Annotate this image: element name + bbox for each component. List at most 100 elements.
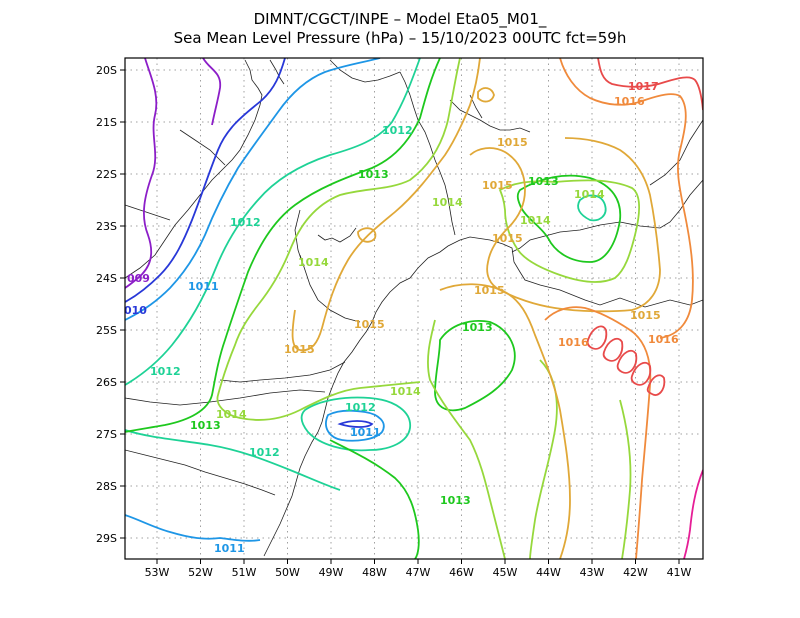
isobar-1013-center [434, 320, 516, 412]
lon-tick-label: 43W [580, 566, 605, 579]
lon-tick-label: 52W [188, 566, 213, 579]
lat-tick-label: 24S [96, 272, 117, 285]
coastline-and-borders [125, 59, 703, 557]
contour-label: 1016 [558, 336, 589, 349]
isobars [125, 58, 703, 559]
contour-label: 1014 [432, 196, 463, 209]
isobar-1012-low [300, 396, 411, 452]
lon-tick-label: 44W [536, 566, 561, 579]
isobar-1017 [597, 58, 703, 111]
isobar-1010 [125, 58, 286, 303]
isobar-1015-east [469, 137, 661, 313]
lat-tick-label: 26S [96, 376, 117, 389]
isobar-1011-core [337, 420, 374, 428]
isobar-1014-south [427, 319, 506, 559]
lat-tick-label: 21S [96, 116, 117, 129]
plot-frame [124, 57, 704, 560]
isobar-1018 [683, 469, 703, 559]
lat-tick-label: 29S [96, 532, 117, 545]
isobar-1015-island [357, 227, 377, 243]
isobar-1015-north-loop [477, 87, 495, 103]
isobar-1012-south [125, 429, 341, 491]
contour-labels: 1017 1016 1016 1016 1015 1015 1015 1015 … [124, 80, 679, 555]
isobar-1009-north [202, 58, 222, 126]
graticule [125, 58, 703, 559]
contour-label: 1015 [354, 318, 385, 331]
contour-label: 009 [127, 272, 150, 285]
latitude-axis: 20S 21S 22S 23S 24S 25S 26S 27S 28S 29S [96, 64, 125, 545]
lon-tick-label: 53W [145, 566, 170, 579]
lat-tick-label: 25S [96, 324, 117, 337]
contour-label: 1012 [230, 216, 261, 229]
isobar-1017-cell-1 [586, 325, 608, 350]
isobar-1013-south [329, 439, 420, 559]
isobar-1014-east [498, 179, 641, 283]
contour-label: 1016 [614, 95, 645, 108]
contour-label: 1015 [482, 179, 513, 192]
contour-label: 1012 [345, 401, 376, 414]
lon-tick-label: 50W [275, 566, 300, 579]
contour-label: 1011 [350, 426, 381, 439]
isobar-1014-far-east [619, 399, 632, 559]
isobar-1011-west [125, 58, 381, 321]
isobar-1013-east [516, 174, 622, 263]
contour-label: 1013 [358, 168, 389, 181]
lat-tick-label: 28S [96, 480, 117, 493]
isobar-1015-main [291, 58, 481, 352]
isobar-1016-east [544, 306, 652, 559]
contour-label: 1014 [520, 214, 551, 227]
contour-label: 1014 [390, 385, 421, 398]
isobar-1014-se [529, 359, 558, 559]
contour-label: 1015 [492, 232, 523, 245]
lon-tick-label: 41W [667, 566, 692, 579]
contour-label: 1016 [648, 333, 679, 346]
lon-tick-label: 42W [623, 566, 648, 579]
isobar-1011-sw [125, 514, 261, 542]
longitude-axis: 53W 52W 51W 50W 49W 48W 47W 46W 45W 44W 43W 42W 41W [145, 559, 692, 579]
isobar-1017-cell-4 [630, 362, 652, 386]
isobar-1014-north [216, 58, 461, 421]
contour-label: 1013 [440, 494, 471, 507]
lat-tick-label: 27S [96, 428, 117, 441]
contour-label: 1012 [150, 365, 181, 378]
isobar-1012-west [125, 58, 421, 386]
contour-label: 1015 [284, 343, 315, 356]
title-line-1: DIMNT/CGCT/INPE – Model Eta05_M01_ [254, 10, 547, 29]
contour-label: 1015 [497, 136, 528, 149]
isobar-1015-center [439, 283, 571, 559]
contour-label: 1017 [628, 80, 659, 93]
lat-tick-label: 23S [96, 220, 117, 233]
contour-label: 1013 [190, 419, 221, 432]
lat-tick-label: 22S [96, 168, 117, 181]
lon-tick-label: 51W [232, 566, 257, 579]
isobar-1012-east [577, 194, 607, 222]
contour-label: 1015 [630, 309, 661, 322]
contour-label: 1011 [214, 542, 245, 555]
lat-tick-label: 20S [96, 64, 117, 77]
isobar-1013-main [125, 58, 441, 433]
isobar-1009-west [125, 58, 158, 289]
isobar-1017-cell-3 [616, 350, 638, 374]
contour-label: 010 [124, 304, 147, 317]
lon-tick-label: 47W [406, 566, 431, 579]
contour-label: 1011 [188, 280, 219, 293]
contour-label: 1014 [298, 256, 329, 269]
contour-label: 1014 [216, 408, 247, 421]
contour-label: 1013 [528, 175, 559, 188]
contour-label: 1012 [249, 446, 280, 459]
lon-tick-label: 48W [362, 566, 387, 579]
contour-label: 1012 [382, 124, 413, 137]
isobar-1017-cell-2 [602, 338, 624, 362]
isobar-1011-low [325, 409, 385, 442]
isobar-1017-cell-5 [646, 374, 666, 396]
contour-label: 1014 [574, 188, 605, 201]
contour-label: 1013 [462, 321, 493, 334]
lon-tick-label: 45W [493, 566, 518, 579]
isobar-1016-north [559, 58, 694, 339]
lon-tick-label: 46W [449, 566, 474, 579]
contour-label: 1015 [474, 284, 505, 297]
title-line-2: Sea Mean Level Pressure (hPa) – 15/10/20… [174, 29, 627, 47]
lon-tick-label: 49W [319, 566, 344, 579]
